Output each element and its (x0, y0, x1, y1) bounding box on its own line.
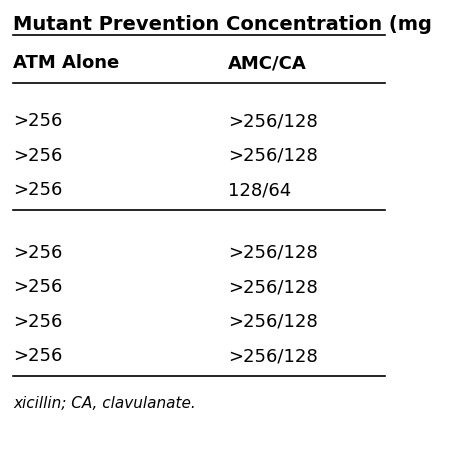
Text: >256: >256 (13, 243, 63, 261)
Text: >256: >256 (13, 347, 63, 364)
Text: xicillin; CA, clavulanate.: xicillin; CA, clavulanate. (13, 395, 195, 410)
Text: >256: >256 (13, 312, 63, 330)
Text: >256/128: >256/128 (228, 277, 317, 295)
Text: >256/128: >256/128 (228, 347, 317, 364)
Text: 128/64: 128/64 (228, 181, 291, 199)
Text: AMC/CA: AMC/CA (228, 54, 307, 72)
Text: >256: >256 (13, 181, 63, 199)
Text: >256/128: >256/128 (228, 112, 317, 130)
Text: >256/128: >256/128 (228, 312, 317, 330)
Text: ATM Alone: ATM Alone (13, 54, 119, 72)
Text: >256: >256 (13, 146, 63, 164)
Text: >256/128: >256/128 (228, 243, 317, 261)
Text: Mutant Prevention Concentration (mg: Mutant Prevention Concentration (mg (13, 15, 431, 34)
Text: >256: >256 (13, 277, 63, 295)
Text: >256: >256 (13, 112, 63, 130)
Text: >256/128: >256/128 (228, 146, 317, 164)
